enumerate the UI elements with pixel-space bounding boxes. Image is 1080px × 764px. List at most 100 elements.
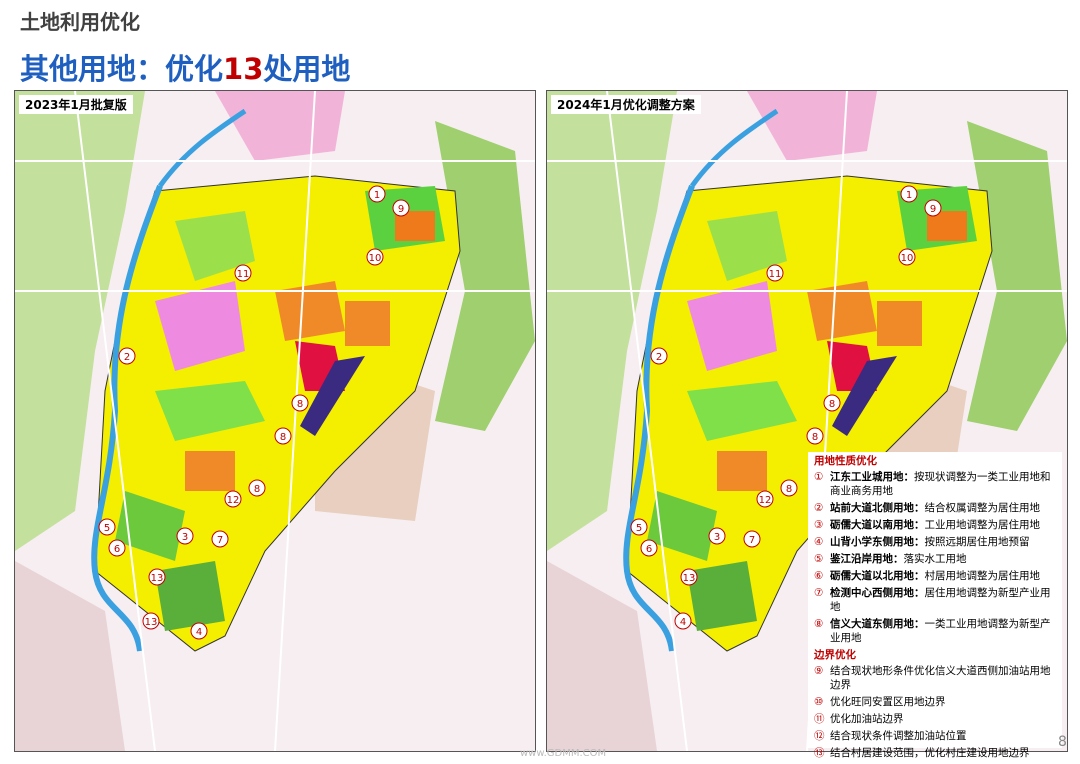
marker-label: 12	[759, 495, 772, 506]
marker-circle	[108, 539, 126, 557]
legend-num: ⑥	[814, 570, 824, 582]
map-area	[623, 184, 695, 652]
legend-text-wrap: 结合现状条件调整加油站位置	[830, 729, 967, 743]
legend-item: ⑧ 信义大道东侧用地：一类工业用地调整为新型产业用地	[814, 617, 1058, 645]
marker-label: 7	[217, 535, 223, 546]
marker-circle	[900, 185, 918, 203]
marker-circle	[291, 394, 309, 412]
marker-label: 5	[636, 523, 642, 534]
marker-circle	[224, 490, 242, 508]
marker-circle	[148, 568, 166, 586]
legend-text: 一类工业用地调整为新型产业用地	[830, 618, 1051, 644]
map-area	[157, 108, 247, 188]
legend-text-wrap: 砺儒大道以北用地：村居用地调整为居住用地	[830, 569, 1040, 583]
map-area	[689, 108, 779, 188]
marker-label: 8	[254, 484, 260, 495]
legend-text: 工业用地调整为居住用地	[924, 519, 1041, 531]
legend-num: ⑩	[814, 696, 824, 708]
marker-label: 8	[812, 432, 818, 443]
legend-text: 结合权属调整为居住用地	[924, 502, 1041, 514]
map-area	[435, 121, 535, 431]
watermark: www.GDMM.COM	[520, 748, 607, 759]
map-area	[687, 561, 757, 631]
title-text: 处用地	[263, 52, 351, 86]
legend-text-wrap: 结合村居建设范围，优化村庄建设用地边界	[830, 746, 1030, 760]
marker-label: 10	[369, 253, 382, 264]
marker-label: 8	[280, 432, 286, 443]
map-area	[15, 91, 145, 551]
marker-circle	[366, 248, 384, 266]
legend-name: 江东工业城用地：	[830, 471, 914, 483]
map-area	[927, 211, 967, 241]
legend-num: ⑬	[814, 747, 825, 759]
marker-circle	[142, 612, 160, 630]
legend-num: ⑫	[814, 730, 825, 742]
marker-label: 7	[749, 535, 755, 546]
legend-text-wrap: 结合现状地形条件优化信义大道西侧加油站用地边界	[830, 664, 1058, 692]
legend-text: 结合村居建设范围，优化村庄建设用地边界	[830, 747, 1030, 759]
marker-label: 6	[114, 544, 120, 555]
marker-circle	[234, 264, 252, 282]
marker-label: 2	[656, 352, 662, 363]
marker-circle	[898, 248, 916, 266]
marker-circle	[630, 518, 648, 536]
marker-circle	[392, 199, 410, 217]
legend-text-wrap: 信义大道东侧用地：一类工业用地调整为新型产业用地	[830, 617, 1058, 645]
legend-item: ⑥ 砺儒大道以北用地：村居用地调整为居住用地	[814, 569, 1058, 583]
map-area	[967, 121, 1067, 431]
marker-circle	[190, 622, 208, 640]
legend-num: ⑧	[814, 618, 824, 630]
map-area	[185, 451, 235, 491]
map-area	[155, 281, 245, 371]
legend-text-wrap: 检测中心西侧用地：居住用地调整为新型产业用地	[830, 586, 1058, 614]
legend-item: ⑤ 鉴江沿岸用地：落实水工用地	[814, 552, 1058, 566]
legend-num: ⑤	[814, 553, 824, 565]
legend-text: 优化旺同安置区用地边界	[830, 696, 946, 708]
map-area	[395, 211, 435, 241]
marker-circle	[176, 527, 194, 545]
map-area	[275, 281, 345, 341]
marker-label: 8	[829, 399, 835, 410]
marker-label: 4	[196, 627, 202, 638]
marker-label: 11	[769, 269, 782, 280]
legend-name: 鉴江沿岸用地：	[830, 553, 904, 565]
title-text: 其他用地：优化	[20, 52, 224, 86]
legend-name: 站前大道北侧用地：	[830, 502, 925, 514]
legend-name: 砺儒大道以南用地：	[830, 519, 925, 531]
legend-text-wrap: 江东工业城用地：按现状调整为一类工业用地和商业商务用地	[830, 470, 1058, 498]
map-area	[807, 281, 877, 341]
legend-item: ⑫ 结合现状条件调整加油站位置	[814, 729, 1058, 743]
marker-label: 8	[786, 484, 792, 495]
legend-name: 山背小学东侧用地：	[830, 536, 925, 548]
legend-text-wrap: 优化旺同安置区用地边界	[830, 695, 946, 709]
slide-title: 其他用地：优化13处用地	[20, 46, 350, 88]
marker-circle	[368, 185, 386, 203]
map-area	[707, 211, 787, 281]
legend-text-wrap: 山背小学东侧用地：按照远期居住用地预留	[830, 535, 1030, 549]
map-area	[832, 356, 897, 436]
map-area	[547, 561, 657, 751]
legend-text: 优化加油站边界	[830, 713, 904, 725]
marker-circle	[756, 490, 774, 508]
marker-label: 9	[398, 204, 404, 215]
legend-item: ② 站前大道北侧用地：结合权属调整为居住用地	[814, 501, 1058, 515]
legend-text: 按现状调整为一类工业用地和商业商务用地	[830, 471, 1051, 497]
title-number: 13	[223, 52, 264, 86]
legend-text-wrap: 鉴江沿岸用地：落实水工用地	[830, 552, 967, 566]
legend-name: 检测中心西侧用地：	[830, 587, 925, 599]
legend-item: ⑦ 检测中心西侧用地：居住用地调整为新型产业用地	[814, 586, 1058, 614]
marker-circle	[118, 347, 136, 365]
legend-item: ⑬ 结合村居建设范围，优化村庄建设用地边界	[814, 746, 1058, 760]
legend-text-wrap: 站前大道北侧用地：结合权属调整为居住用地	[830, 501, 1040, 515]
map-area	[717, 451, 767, 491]
marker-circle	[806, 427, 824, 445]
map-area	[687, 381, 797, 441]
legend-text: 村居用地调整为居住用地	[924, 570, 1041, 582]
marker-label: 13	[151, 573, 164, 584]
legend: 用地性质优化 ① 江东工业城用地：按现状调整为一类工业用地和商业商务用地 ② 站前大道北…	[808, 452, 1062, 759]
map-area	[155, 561, 225, 631]
map-label: 2024年1月优化调整方案	[551, 95, 701, 114]
legend-num: ⑨	[814, 665, 824, 677]
marker-circle	[650, 347, 668, 365]
